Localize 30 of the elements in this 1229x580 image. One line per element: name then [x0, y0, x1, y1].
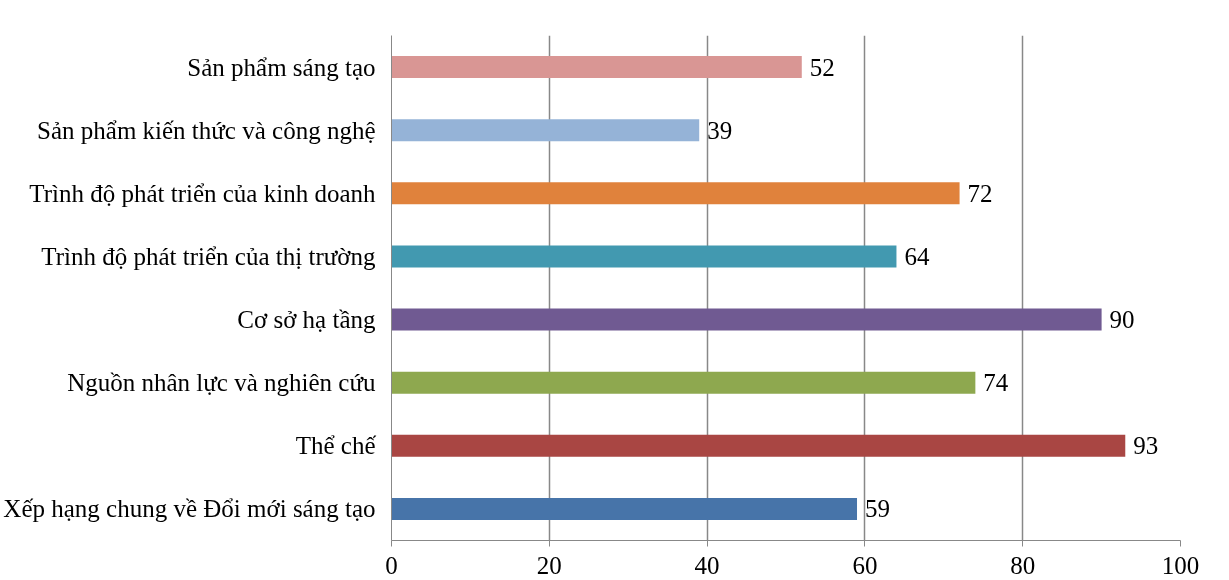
- x-tick-label: 40: [694, 551, 720, 579]
- data-label: 74: [983, 369, 1009, 397]
- y-tick-label: Trình độ phát triển của thị trường: [41, 242, 376, 270]
- data-label: 52: [809, 53, 835, 81]
- x-tick-label: 60: [852, 551, 878, 579]
- data-label: 72: [967, 179, 993, 207]
- y-tick-label: Trình độ phát triển của kinh doanh: [29, 179, 376, 207]
- data-label: 93: [1133, 432, 1159, 460]
- y-tick-label: Nguồn nhân lực và nghiên cứu: [67, 369, 376, 397]
- x-tick-label: 100: [1161, 551, 1200, 579]
- bar: [391, 119, 700, 142]
- x-tick-label: 20: [536, 551, 562, 579]
- y-tick-label: Sản phẩm kiến thức và công nghệ: [37, 116, 376, 144]
- y-tick-label: Cơ sở hạ tầng: [237, 306, 376, 334]
- x-tick-label: 80: [1010, 551, 1036, 579]
- data-label: 59: [865, 495, 891, 523]
- bar: [391, 371, 976, 394]
- data-label: 64: [904, 242, 930, 270]
- data-label: 39: [707, 116, 733, 144]
- y-tick-label: Thể chế: [295, 432, 377, 460]
- y-tick-label: Sản phẩm sáng tạo: [187, 53, 376, 81]
- bar: [391, 308, 1102, 331]
- bar: [391, 497, 858, 520]
- x-tick-label: 0: [385, 551, 398, 579]
- y-tick-label: Xếp hạng chung về Đổi mới sáng tạo: [3, 495, 376, 523]
- data-label: 90: [1109, 306, 1135, 334]
- bar: [391, 56, 802, 79]
- bar: [391, 245, 897, 268]
- bar: [391, 182, 960, 205]
- bar: [391, 434, 1126, 457]
